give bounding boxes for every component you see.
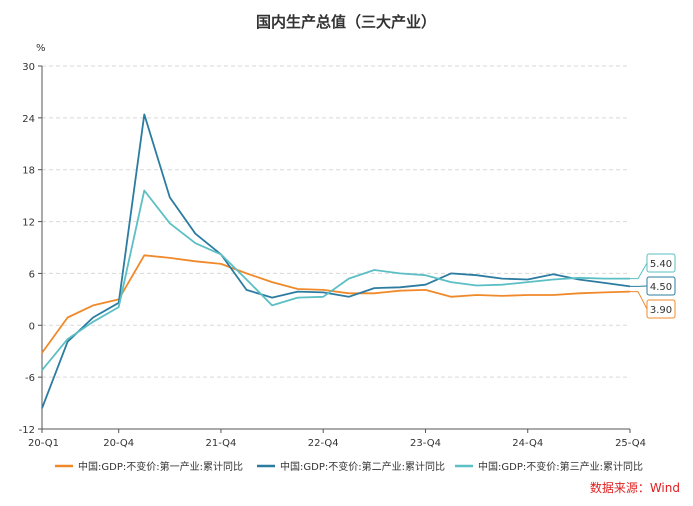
legend-label: 中国:GDP:不变价:第二产业:累计同比 xyxy=(280,460,445,473)
x-tick-label: 20-Q4 xyxy=(103,438,134,449)
y-tick-label: -6 xyxy=(25,373,35,384)
end-labels: 3.90 4.50 5.40 xyxy=(630,253,676,319)
y-tick-label: -12 xyxy=(19,425,35,436)
y-tick-label: 30 xyxy=(22,62,35,73)
x-tick-label: 23-Q4 xyxy=(410,438,441,449)
y-tick-label: 6 xyxy=(29,269,35,280)
end-label-leader xyxy=(630,291,648,310)
x-tick-label: 22-Q4 xyxy=(308,438,339,449)
grid-lines xyxy=(42,65,630,378)
y-tick-label: 24 xyxy=(22,114,35,125)
series-line-1 xyxy=(41,254,631,354)
end-label-box xyxy=(646,276,676,296)
series-line-2 xyxy=(41,113,631,409)
end-label-box xyxy=(646,299,676,319)
x-tick-label: 25-Q4 xyxy=(615,438,646,449)
end-label-value: 5.40 xyxy=(650,259,672,270)
end-label-leader xyxy=(630,262,648,280)
series-lines xyxy=(41,113,631,409)
x-tick-label: 24-Q4 xyxy=(512,438,543,449)
y-tick-label: 0 xyxy=(29,321,35,332)
axes: 30 24 18 12 6 0 -6 -12 20-Q1 20-Q4 21-Q4 22-Q4 23-Q4… xyxy=(19,62,646,449)
legend-label: 中国:GDP:不变价:第一产业:累计同比 xyxy=(78,460,243,473)
end-label-value: 4.50 xyxy=(650,282,672,293)
x-tick-label: 21-Q4 xyxy=(205,438,236,449)
legend-label: 中国:GDP:不变价:第三产业:累计同比 xyxy=(478,460,643,473)
x-tick-label: 20-Q1 xyxy=(28,438,59,449)
legend: 中国:GDP:不变价:第一产业:累计同比 中国:GDP:不变价:第二产业:累计同比… xyxy=(55,460,643,473)
series-line-3 xyxy=(41,189,630,371)
chart-title: 国内生产总值（三大产业） xyxy=(256,13,436,31)
end-label-box xyxy=(646,253,676,273)
end-label-value: 3.90 xyxy=(650,305,672,316)
y-tick-label: 18 xyxy=(22,166,35,177)
y-tick-label: 12 xyxy=(22,218,35,229)
source-note: 数据来源：Wind xyxy=(590,480,680,495)
y-axis-unit: % xyxy=(36,43,46,54)
